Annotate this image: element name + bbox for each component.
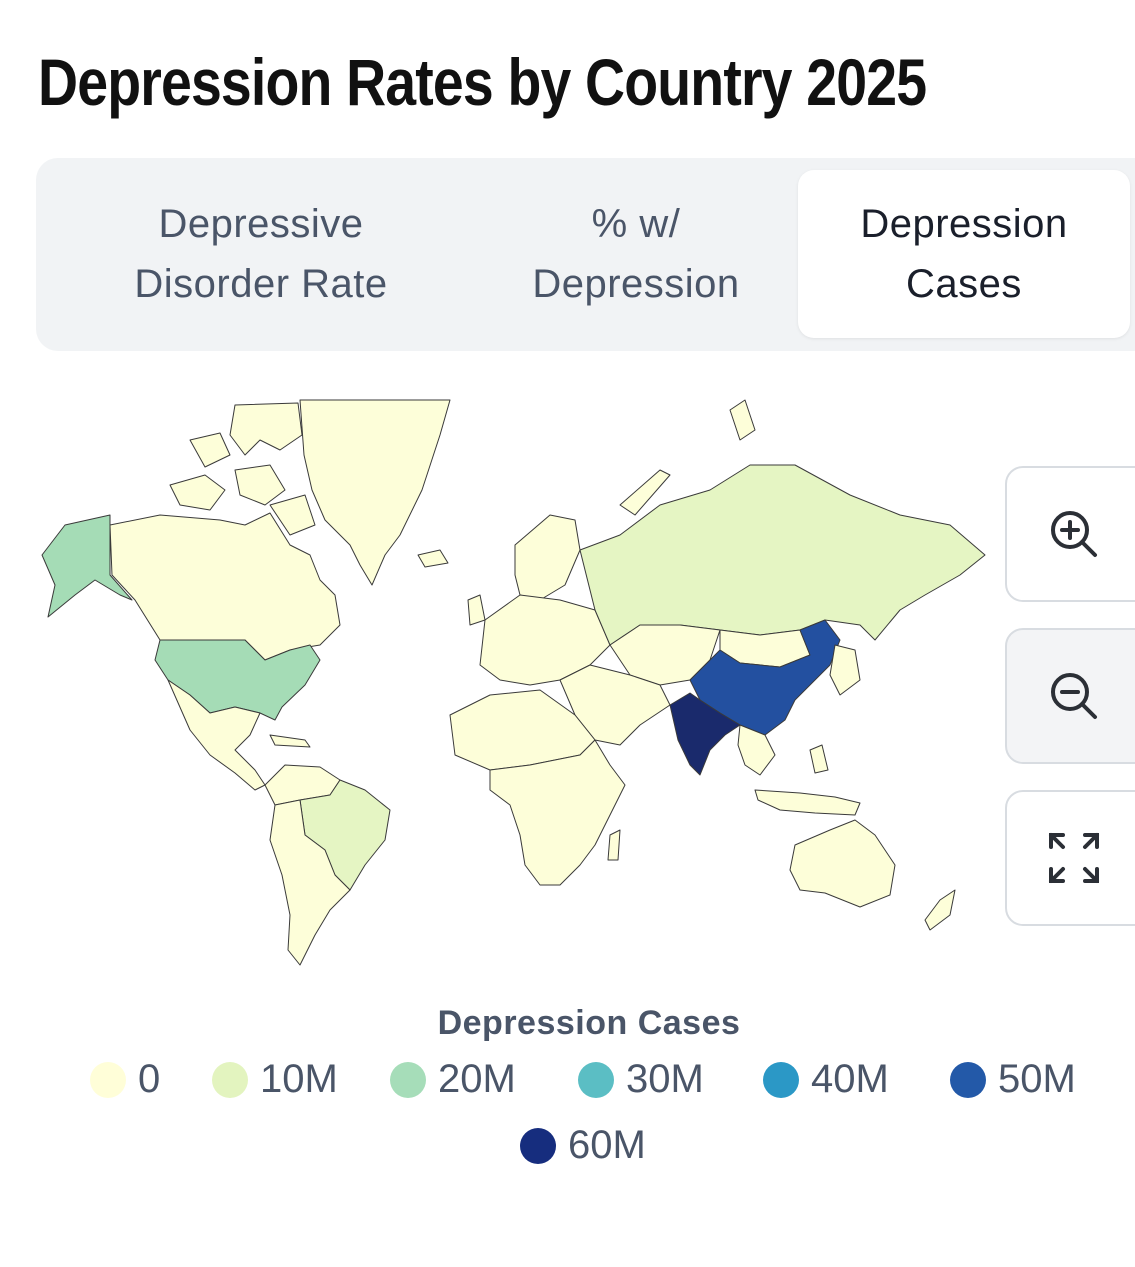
region-southeast-asia[interactable] — [737, 724, 776, 776]
tab-depressive-disorder-rate[interactable]: Depressive Disorder Rate — [66, 170, 456, 338]
legend-swatch — [212, 1061, 248, 1098]
legend-title: Depression Cases — [437, 1004, 741, 1042]
legend-label: 0 — [138, 1057, 161, 1101]
region-australia[interactable] — [789, 819, 896, 908]
legend-swatch — [390, 1061, 426, 1098]
zoom-in-icon — [1051, 511, 1097, 557]
region-arctic-island[interactable] — [169, 474, 226, 511]
region-greenland[interactable] — [299, 399, 451, 586]
legend-item[interactable]: 40M — [763, 1057, 889, 1102]
region-new-zealand[interactable] — [924, 889, 956, 931]
region-philippines[interactable] — [809, 744, 829, 774]
region-arctic-islands[interactable] — [229, 402, 303, 456]
legend-label: 60M — [568, 1123, 646, 1167]
legend-item[interactable]: 60M — [520, 1123, 646, 1168]
region-mexico[interactable] — [167, 679, 266, 791]
region-africa[interactable] — [489, 739, 626, 886]
legend-swatch — [578, 1061, 614, 1098]
region-iceland[interactable] — [417, 549, 449, 568]
tab-percent-with-depression[interactable]: % w/Depression — [456, 170, 816, 338]
legend-item[interactable]: 0 — [90, 1057, 160, 1102]
region-uk[interactable] — [467, 594, 486, 626]
tab-label-line: Depression — [532, 262, 740, 306]
expand-icon — [1049, 833, 1099, 883]
tab-label-line: Depression — [860, 202, 1068, 246]
legend-item[interactable]: 20M — [390, 1057, 516, 1102]
tab-depression-cases[interactable]: Depression Cases — [798, 170, 1130, 338]
region-india[interactable] — [669, 692, 741, 776]
region-canada[interactable] — [109, 512, 341, 661]
region-caribbean[interactable] — [269, 734, 311, 748]
legend-label: 40M — [811, 1057, 889, 1101]
legend-item[interactable]: 10M — [212, 1057, 338, 1102]
tab-label-line: Cases — [906, 262, 1022, 306]
tab-label-line: Depressive — [158, 202, 364, 246]
world-map-svg[interactable] — [20, 395, 1010, 985]
zoom-in-button[interactable] — [1005, 466, 1135, 602]
region-madagascar[interactable] — [607, 829, 621, 861]
legend-item[interactable]: 30M — [578, 1057, 704, 1102]
region-korea-japan[interactable] — [829, 644, 861, 696]
region-arctic-island[interactable] — [234, 464, 286, 506]
zoom-out-button[interactable] — [1005, 628, 1135, 764]
region-south-america-west[interactable] — [269, 799, 351, 966]
region-arctic-russia[interactable] — [729, 399, 756, 441]
legend-item[interactable]: 50M — [950, 1057, 1076, 1102]
metric-tabs: Depressive Disorder Rate % w/Depression D… — [36, 158, 1135, 351]
legend-swatch — [90, 1061, 126, 1098]
legend-swatch — [520, 1127, 556, 1164]
region-alaska[interactable] — [41, 514, 133, 618]
tab-label-line: % w/ — [591, 202, 681, 246]
legend-label: 30M — [626, 1057, 704, 1101]
page-title: Depression Rates by Country 2025 — [38, 45, 927, 119]
legend-swatch — [950, 1061, 986, 1098]
region-scandinavia[interactable] — [514, 514, 581, 601]
world-map[interactable] — [20, 395, 1010, 985]
region-arctic-island[interactable] — [269, 494, 316, 536]
tab-label-line: Disorder Rate — [134, 262, 388, 306]
region-novaya-zemlya[interactable] — [619, 469, 671, 516]
fullscreen-button[interactable] — [1005, 790, 1135, 926]
legend-label: 10M — [260, 1057, 338, 1101]
region-arctic-island[interactable] — [189, 432, 231, 468]
legend-swatch — [763, 1061, 799, 1098]
legend-label: 50M — [998, 1057, 1076, 1101]
zoom-out-icon — [1051, 673, 1097, 719]
legend-label: 20M — [438, 1057, 516, 1101]
region-indonesia[interactable] — [754, 789, 861, 816]
